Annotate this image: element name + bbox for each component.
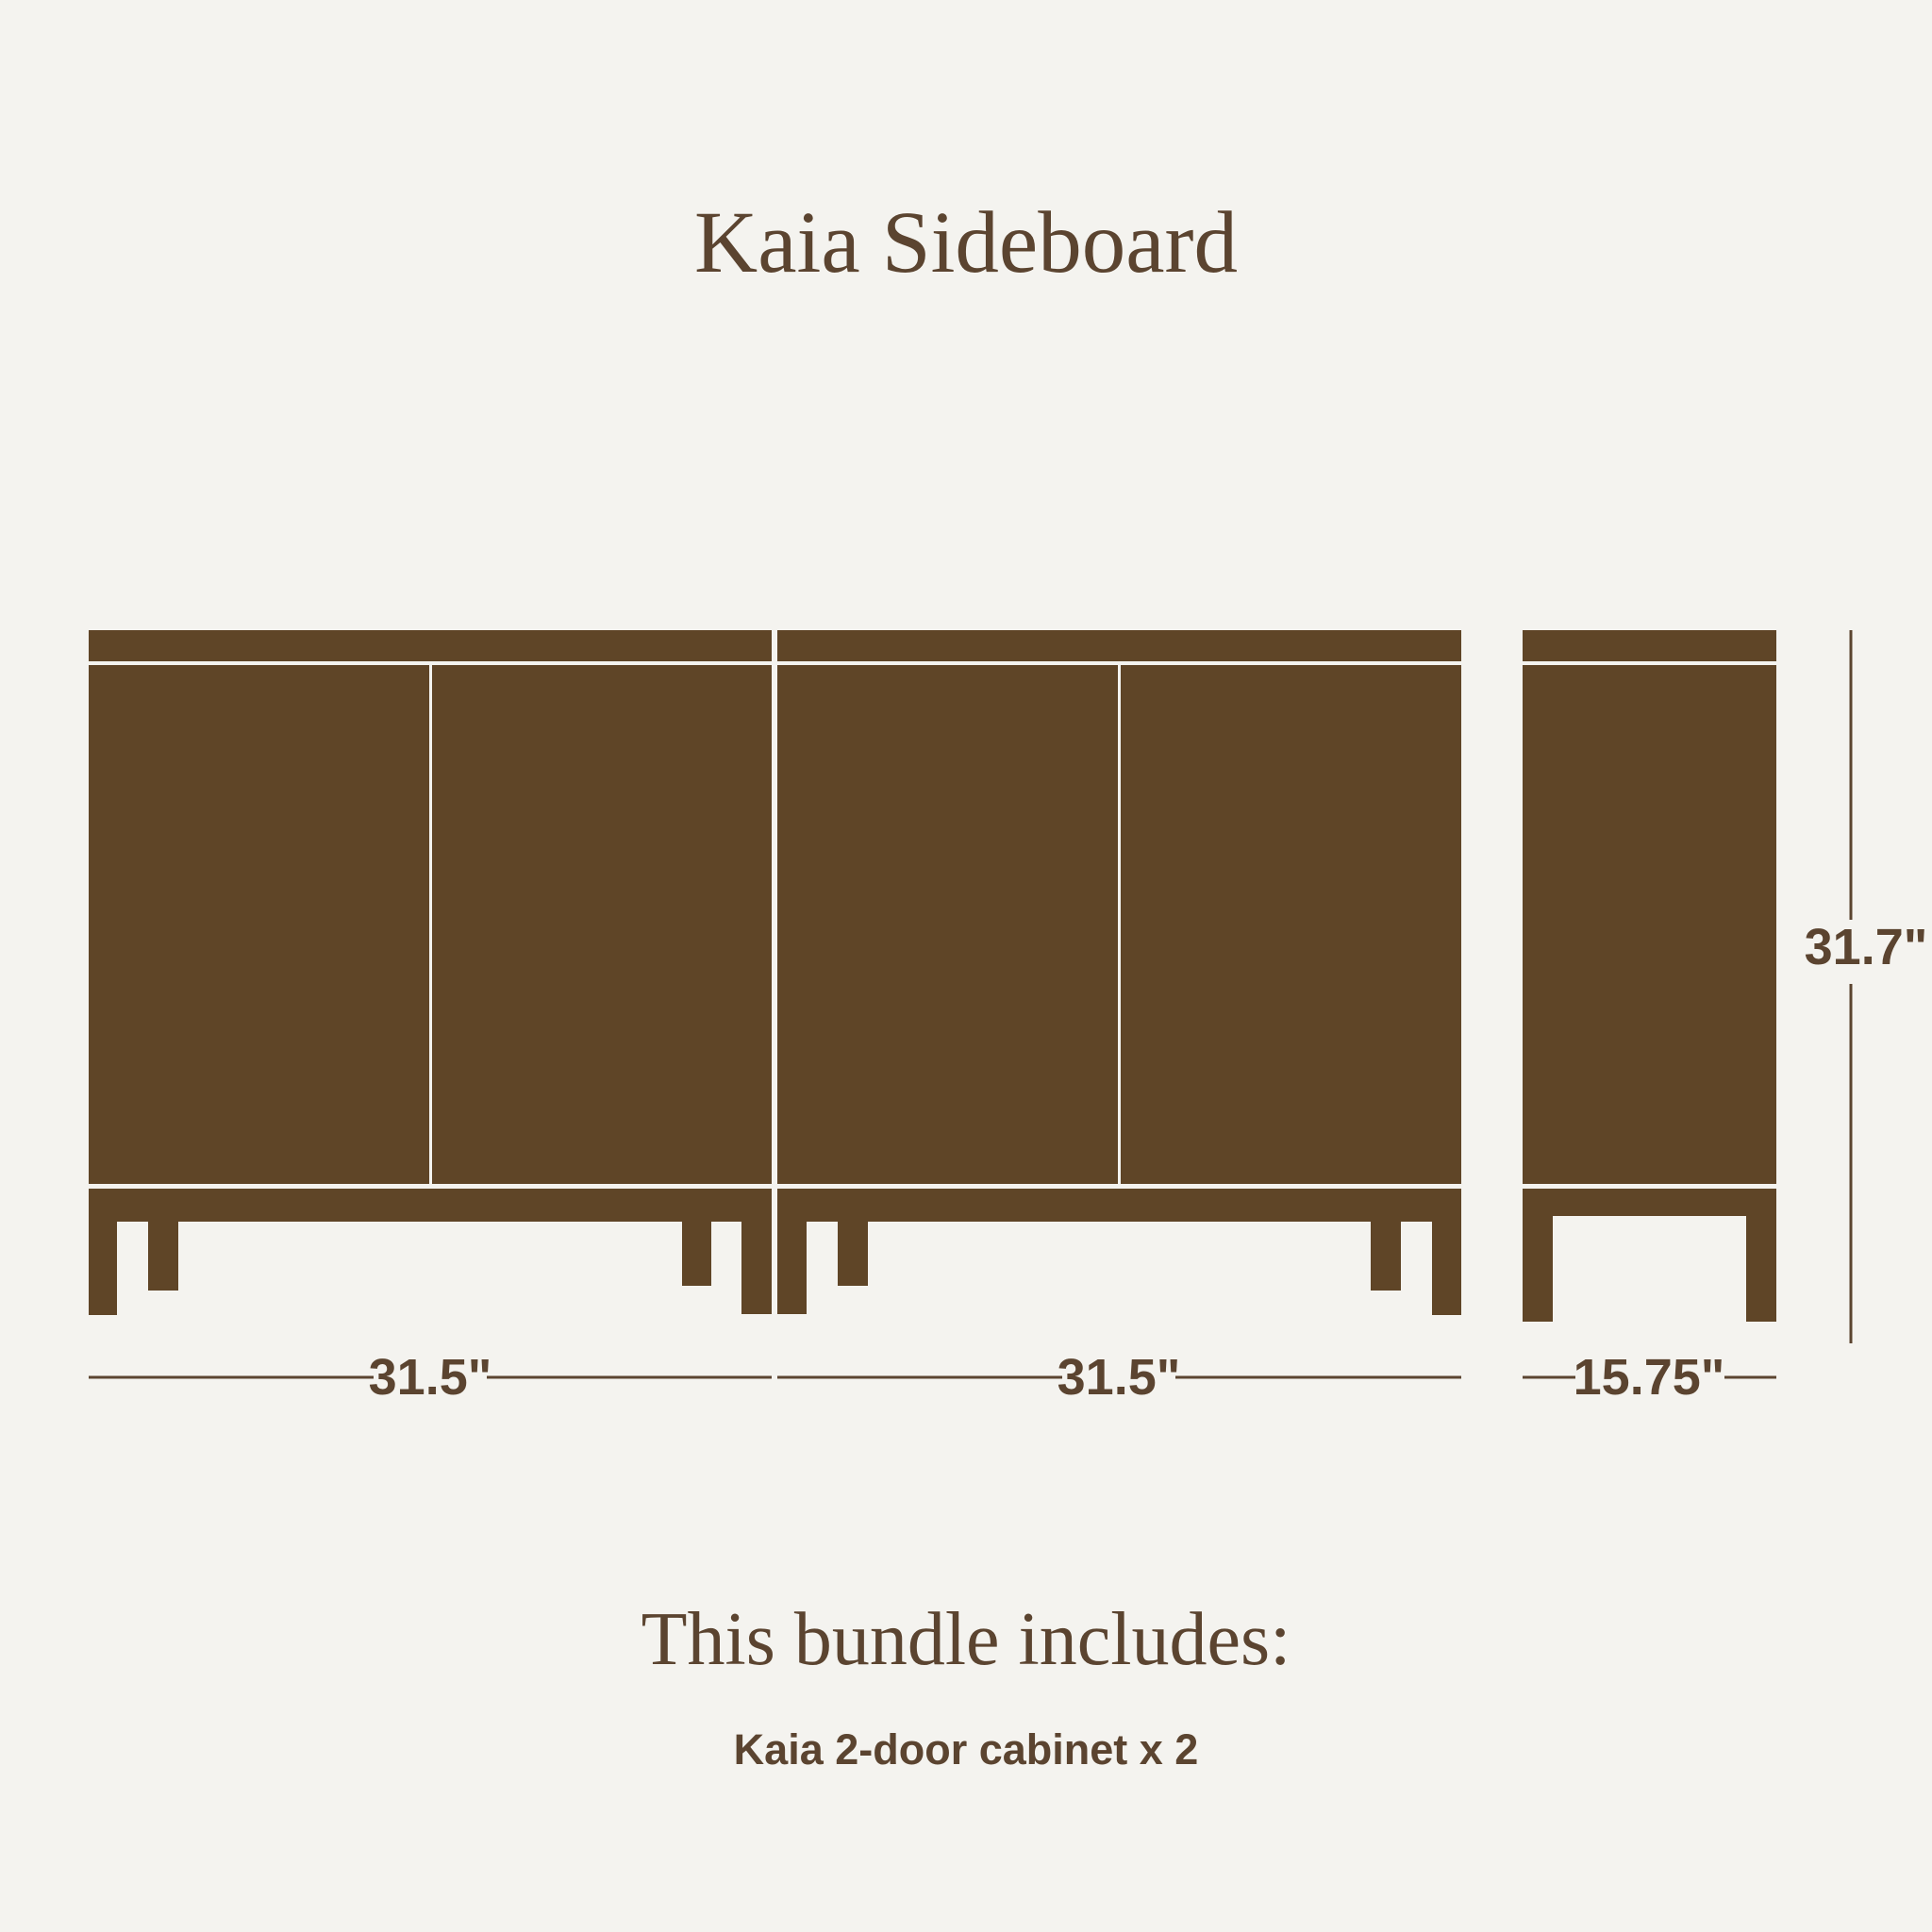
svg-text:15.75": 15.75": [1574, 1349, 1725, 1406]
svg-text:31.5": 31.5": [369, 1349, 492, 1406]
svg-text:31.7": 31.7": [1805, 919, 1928, 975]
svg-text:31.5": 31.5": [1058, 1349, 1181, 1406]
